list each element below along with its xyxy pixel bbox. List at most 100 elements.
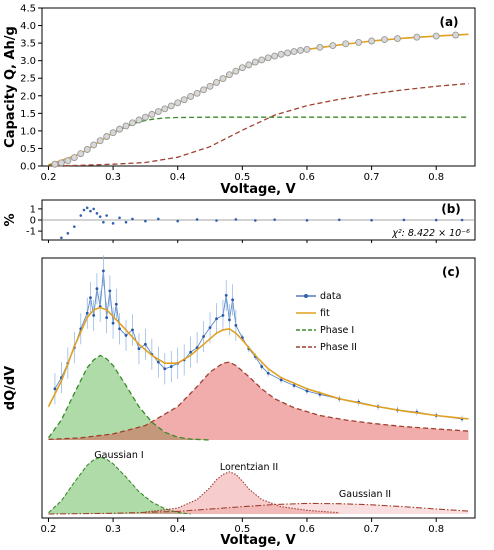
dqdv-data-point bbox=[231, 298, 235, 302]
panel-b-residual-point bbox=[79, 214, 83, 217]
phase-2-line bbox=[48, 361, 469, 441]
panel-a-data-point bbox=[64, 157, 72, 165]
panel-a-xtick-label: 0.2 bbox=[41, 172, 57, 183]
panel-c-label: (c) bbox=[442, 265, 460, 279]
gaussian-2-line bbox=[48, 502, 469, 515]
panel-a-ytick-label: 4.0 bbox=[20, 21, 36, 32]
panel-a-data-point bbox=[381, 36, 388, 44]
dqdv-data-point bbox=[53, 387, 57, 391]
panel-a-frame bbox=[41, 7, 476, 167]
panel-a-data-point bbox=[413, 33, 421, 41]
panel-a-data-point bbox=[368, 37, 376, 45]
lorentzian-2-line bbox=[145, 471, 340, 514]
dqdv-data-point bbox=[202, 335, 205, 338]
panel-c-series bbox=[47, 255, 469, 515]
panel-b-residual-point bbox=[124, 220, 128, 224]
panel-a-data-point bbox=[258, 56, 266, 64]
panel-a-data-point bbox=[452, 31, 460, 39]
panel-b-residual-point bbox=[215, 219, 218, 222]
panel-b-residual-point bbox=[60, 236, 63, 240]
dqdv-fit-line bbox=[47, 306, 469, 420]
panel-b-residual-point bbox=[131, 217, 134, 221]
panel-b-residual-point bbox=[66, 232, 70, 235]
panel-a-data-point bbox=[303, 45, 311, 53]
panel-b-residual-point bbox=[118, 216, 121, 220]
dqdv-data-point bbox=[108, 289, 112, 293]
panel-a-data-point bbox=[141, 113, 149, 121]
panel-a-ytick-label: 0.0 bbox=[20, 162, 36, 173]
panel-a-data-point bbox=[193, 89, 201, 97]
panel-b-residual-point bbox=[105, 214, 108, 217]
panel-a-data-point bbox=[432, 32, 440, 40]
panel-b-label: (b) bbox=[441, 202, 461, 216]
dqdv-data-point bbox=[114, 302, 118, 306]
dqdv-data-point bbox=[118, 327, 121, 331]
dqdv-data-point bbox=[144, 342, 147, 346]
panel-a-line-phase-i bbox=[48, 116, 469, 166]
panel-b-residual-point bbox=[337, 218, 341, 222]
panel-a-xtick-label: 0.3 bbox=[105, 172, 121, 183]
panel-b-residual-point bbox=[95, 212, 99, 215]
panel-a-data-point bbox=[271, 52, 279, 60]
panel-b-residual-point bbox=[92, 207, 96, 211]
panel-a-data-point bbox=[57, 159, 65, 167]
panel-a-xtick-label: 0.5 bbox=[234, 172, 250, 183]
panel-b-residual-point bbox=[73, 225, 76, 228]
panel-b-residual-point bbox=[370, 218, 373, 222]
panel-b-residual-point bbox=[460, 218, 464, 222]
panel-c-xtick-label: 0.8 bbox=[428, 524, 444, 535]
panel-b-residual-point bbox=[98, 215, 102, 218]
panel-b-residual-point bbox=[195, 218, 199, 221]
panel-a-data-point bbox=[277, 50, 285, 58]
dqdv-data-point bbox=[95, 287, 99, 291]
panel-b-residual-point bbox=[102, 220, 105, 224]
dqdv-data-point bbox=[292, 384, 296, 387]
panel-b-residual-point bbox=[89, 209, 92, 213]
legend-item-phase-1: Phase I bbox=[296, 325, 354, 336]
dqdv-data-point bbox=[234, 324, 238, 327]
panel-a-xtick-label: 0.4 bbox=[170, 172, 186, 183]
dqdv-data-point bbox=[266, 371, 270, 375]
phase-1-area bbox=[48, 355, 210, 440]
panel-a-ytick-label: 3.5 bbox=[20, 39, 36, 50]
panel-a-data-point bbox=[122, 122, 130, 130]
dqdv-data-point bbox=[260, 365, 264, 368]
panel-a-data-point bbox=[355, 38, 363, 46]
panel-b-ytick-label: 1 bbox=[30, 204, 36, 215]
panel-a-data-point bbox=[77, 150, 85, 158]
panel-a-data-point bbox=[316, 43, 324, 51]
panel-b-residual-point bbox=[253, 219, 257, 222]
panel-b-residual-point bbox=[176, 219, 180, 223]
panel-a-data-point bbox=[200, 86, 208, 94]
panel-b: -101 (b) χ²: 8.422 × 10⁻⁶ % bbox=[3, 199, 476, 243]
panel-a-data-point bbox=[342, 40, 350, 48]
panel-b-residual-point bbox=[157, 217, 160, 221]
panel-c-ylabel: dQ/dV bbox=[3, 366, 18, 410]
panel-a: 0.2 0.3 0.4 0.5 0.6 0.7 0.8 0.0 0.5 1.0 1.5 2.0 2.5 3… bbox=[3, 4, 476, 197]
panel-a-data-point bbox=[148, 110, 156, 118]
panel-b-residual-point bbox=[273, 218, 276, 221]
dqdv-data-point bbox=[105, 316, 109, 320]
panel-a-data-point bbox=[187, 93, 195, 100]
panel-b-ytick-label: -1 bbox=[26, 227, 36, 238]
dqdv-data-point bbox=[189, 350, 193, 354]
dqdv-data-point bbox=[208, 326, 212, 330]
dqdv-data-point bbox=[92, 314, 96, 317]
panel-b-residual-point bbox=[85, 206, 89, 210]
legend-item-phase-2: Phase II bbox=[296, 342, 357, 353]
phase-1-line bbox=[47, 354, 211, 441]
panel-a-data-point bbox=[297, 47, 304, 54]
gaussian-1-line bbox=[48, 456, 191, 515]
legend: data fit Phase I Phase II bbox=[296, 291, 357, 353]
panel-c-xtick-label: 0.5 bbox=[234, 524, 250, 535]
dqdv-data-point bbox=[89, 296, 92, 299]
panel-c-xtick-label: 0.6 bbox=[299, 524, 315, 535]
legend-label-phase-2: Phase II bbox=[320, 342, 357, 353]
panel-a-data-point bbox=[51, 160, 59, 168]
dqdv-data-point bbox=[156, 360, 160, 364]
panel-a-ytick-label: 2.5 bbox=[20, 74, 36, 85]
dqdv-data-line bbox=[54, 270, 463, 420]
chi-squared-annotation: χ²: 8.422 × 10⁻⁶ bbox=[391, 228, 470, 239]
panel-a-data-point bbox=[264, 54, 272, 62]
panel-c-xtick-label: 0.2 bbox=[41, 524, 57, 535]
